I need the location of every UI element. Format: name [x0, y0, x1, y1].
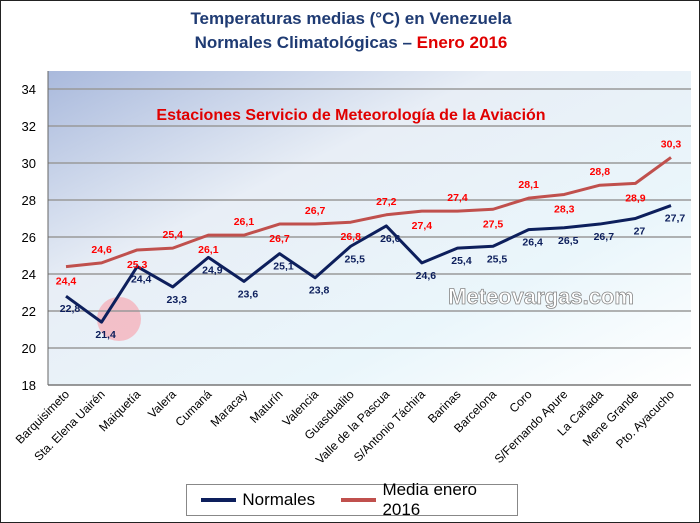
data-label: 27 [634, 226, 646, 238]
data-label: 26,7 [269, 233, 290, 245]
title-highlight: Enero 2016 [416, 33, 508, 52]
data-label: 26,7 [594, 231, 615, 243]
x-tick-label: Valera [145, 387, 179, 421]
data-label: 27,5 [483, 218, 504, 230]
data-label: 24,4 [131, 274, 152, 286]
y-tick-label: 26 [22, 230, 36, 245]
legend: Normales Media enero 2016 [186, 480, 518, 519]
data-label: 22,8 [60, 303, 81, 315]
data-label: 27,2 [376, 196, 397, 208]
data-label: 24,6 [91, 244, 112, 256]
legend-swatch-media [341, 498, 377, 502]
series-line-normales [65, 204, 672, 324]
x-tick-label: Cumaná [173, 387, 215, 429]
data-label: 23,3 [167, 294, 188, 306]
data-label: 25,5 [344, 253, 365, 265]
data-label: 27,7 [665, 213, 686, 225]
data-label: 23,8 [309, 285, 330, 297]
data-label: 26,8 [340, 231, 361, 243]
y-tick-label: 24 [22, 267, 36, 282]
data-label: 28,1 [518, 179, 539, 191]
series-line-media [65, 156, 672, 269]
data-label: 28,8 [590, 166, 611, 178]
data-label: 25,3 [127, 259, 148, 271]
y-tick-label: 20 [22, 341, 36, 356]
data-label: 27,4 [447, 192, 468, 204]
y-tick-label: 28 [22, 193, 36, 208]
legend-swatch-normales [201, 498, 237, 502]
watermark: Meteovargas.com [448, 284, 634, 309]
data-label: 26,1 [198, 244, 219, 256]
y-tick-label: 18 [22, 378, 36, 393]
chart-title: Temperaturas medias (°C) en Venezuela [190, 9, 512, 28]
y-tick-label: 32 [22, 119, 36, 134]
data-label: 24,9 [202, 264, 223, 276]
data-label: 25,4 [451, 255, 472, 267]
data-label: 24,4 [56, 276, 77, 288]
plot-subtitle: Estaciones Servicio de Meteorología de l… [156, 107, 545, 124]
data-label: 26,1 [234, 216, 255, 228]
data-label: 26,7 [305, 205, 326, 217]
legend-label-normales: Normales [242, 490, 316, 509]
data-label: 30,3 [661, 138, 682, 150]
y-tick-label: 30 [22, 156, 36, 171]
data-label: 28,3 [554, 203, 575, 215]
data-label: 26,4 [522, 237, 543, 249]
data-label: 25,4 [163, 229, 184, 241]
data-label: 26,6 [380, 233, 401, 245]
data-label: 25,1 [273, 261, 294, 273]
decorative-bulb [97, 297, 141, 341]
data-label: 25,5 [487, 253, 508, 265]
data-label: 21,4 [95, 329, 116, 341]
plot-background [48, 71, 691, 385]
legend-label-media: Media enero 2016 [382, 480, 477, 519]
data-label: 27,4 [412, 220, 433, 232]
y-tick-label: 22 [22, 304, 36, 319]
data-label: 26,5 [558, 235, 579, 247]
x-tick-label: Coro [506, 387, 535, 416]
data-label: 28,9 [625, 192, 646, 204]
title-prefix: Normales Climatológicas – [194, 33, 417, 52]
y-tick-label: 34 [22, 82, 36, 97]
data-label: 23,6 [238, 288, 259, 300]
x-tick-label: Maracay [208, 387, 250, 429]
data-label: 24,6 [416, 270, 437, 282]
chart-subtitle-line: Normales Climatológicas – Enero 2016 [1, 33, 699, 53]
